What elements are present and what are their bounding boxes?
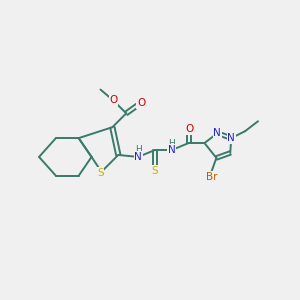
Text: N: N — [227, 133, 235, 143]
Text: N: N — [134, 152, 142, 162]
Text: N: N — [168, 145, 176, 155]
Text: N: N — [214, 128, 221, 138]
Text: O: O — [185, 124, 194, 134]
Text: H: H — [135, 146, 142, 154]
Text: S: S — [152, 166, 158, 176]
Text: H: H — [168, 139, 175, 148]
Text: S: S — [97, 168, 104, 178]
Text: O: O — [137, 98, 145, 108]
Text: O: O — [109, 95, 118, 106]
Text: Br: Br — [206, 172, 217, 182]
